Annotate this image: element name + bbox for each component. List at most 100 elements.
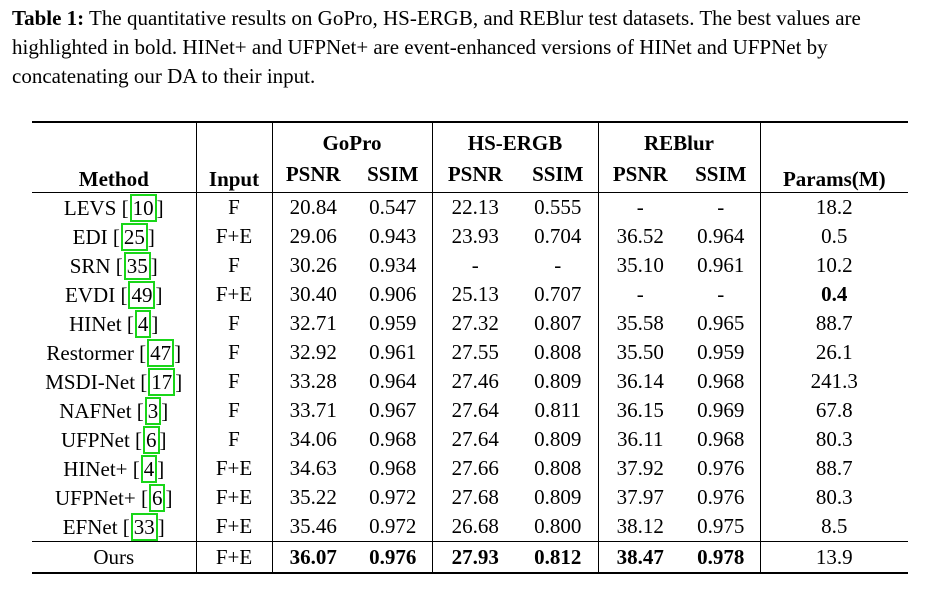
- table-row: UFPNet+ [6] F+E 35.22 0.972 27.68 0.809 37.97 0…: [32, 483, 908, 512]
- gopro-psnr: 29.06: [289, 224, 337, 248]
- params-value: 18.2: [815, 195, 853, 219]
- method-name: UFPNet: [60, 427, 130, 452]
- params-value: 80.3: [815, 427, 853, 451]
- input-type: F+E: [196, 483, 273, 512]
- reblur-psnr: 36.52: [616, 224, 664, 248]
- reblur-psnr: 36.15: [616, 398, 664, 422]
- reblur-ssim: 0.978: [682, 541, 761, 574]
- params-value: 88.7: [815, 456, 853, 480]
- gopro-psnr: 34.63: [289, 456, 337, 480]
- gopro-ssim: 0.968: [354, 425, 433, 454]
- hs-ergb-psnr: -: [471, 253, 479, 277]
- hs-ergb-psnr: 27.93: [432, 541, 518, 574]
- reblur-psnr: 35.10: [616, 253, 664, 277]
- hs-ergb-ssim: 0.800: [518, 512, 599, 542]
- header-ssim: SSIM: [518, 156, 599, 193]
- gopro-ssim: 0.967: [354, 396, 433, 425]
- method-name: EFNet: [62, 514, 118, 539]
- hs-ergb-psnr: 27.68: [451, 485, 499, 509]
- method-name: HINet: [69, 311, 122, 336]
- citation-link[interactable]: 6: [143, 425, 160, 454]
- input-type: F: [196, 251, 273, 280]
- method-name: Restormer: [46, 340, 134, 365]
- gopro-psnr: 33.28: [289, 369, 337, 393]
- reblur-psnr: 37.92: [616, 456, 664, 480]
- table-row: Restormer [47] F 32.92 0.961 27.55 0.808 35.50…: [32, 338, 908, 367]
- citation-link[interactable]: 17: [148, 367, 176, 396]
- citation-link[interactable]: 10: [129, 193, 157, 222]
- citation-link[interactable]: 25: [120, 222, 148, 251]
- method-cell: NAFNet [3]: [32, 396, 197, 425]
- params-value: 13.9: [760, 541, 908, 574]
- params-value: 0.5: [821, 224, 848, 248]
- hs-ergb-ssim: 0.809: [518, 483, 599, 512]
- params-value: 8.5: [760, 512, 908, 542]
- citation-link[interactable]: 47: [147, 338, 175, 367]
- input-type: F+E: [196, 512, 273, 542]
- table-row: EFNet [33] F+E 35.46 0.972 26.68 0.800 38.12 0.…: [32, 512, 908, 542]
- hs-ergb-ssim: 0.808: [518, 338, 599, 367]
- gopro-ssim: 0.934: [354, 251, 433, 280]
- table-row: EVDI [49] F+E 30.40 0.906 25.13 0.707 - - 0.4: [32, 280, 908, 309]
- reblur-ssim: 0.965: [682, 309, 761, 338]
- hs-ergb-psnr: 26.68: [432, 512, 518, 542]
- params-value: 88.7: [815, 311, 853, 335]
- header-ssim: SSIM: [354, 156, 433, 193]
- header-psnr: PSNR: [432, 156, 518, 193]
- hs-ergb-ssim: -: [518, 251, 599, 280]
- citation-link[interactable]: 3: [144, 396, 162, 425]
- hs-ergb-psnr: 22.13: [451, 195, 499, 219]
- gopro-ssim: 0.968: [354, 454, 433, 483]
- input-type: F+E: [196, 222, 273, 251]
- header-method: Method: [32, 121, 197, 193]
- hs-ergb-ssim: 0.807: [518, 309, 599, 338]
- hs-ergb-ssim: 0.707: [518, 280, 599, 309]
- hs-ergb-ssim: 0.811: [518, 396, 599, 425]
- method-name: HINet+: [63, 456, 128, 481]
- method-name: LEVS: [63, 195, 117, 220]
- method-name: Ours: [32, 541, 197, 574]
- caption-text: The quantitative results on GoPro, HS-ER…: [12, 6, 861, 88]
- results-table: Method Input GoPro HS-ERGB REBlur Params…: [32, 121, 908, 574]
- reblur-psnr: 35.58: [616, 311, 664, 335]
- hs-ergb-psnr: 27.46: [451, 369, 499, 393]
- method-name: MSDI-Net: [45, 369, 136, 394]
- reblur-ssim: 0.969: [682, 396, 761, 425]
- header-input: Input: [196, 121, 273, 193]
- gopro-psnr: 34.06: [289, 427, 337, 451]
- reblur-ssim: 0.976: [682, 454, 761, 483]
- citation-link[interactable]: 4: [140, 454, 158, 483]
- header-psnr: PSNR: [598, 156, 682, 193]
- gopro-ssim: 0.943: [354, 222, 433, 251]
- params-value: 0.4: [821, 282, 848, 306]
- method-name: EDI: [72, 224, 108, 249]
- reblur-ssim: 0.975: [682, 512, 761, 542]
- method-cell: MSDI-Net [17]: [32, 367, 197, 396]
- header-psnr: PSNR: [272, 156, 354, 193]
- method-cell: Restormer [47]: [32, 338, 197, 367]
- gopro-ssim: 0.959: [354, 309, 433, 338]
- gopro-psnr: 32.71: [289, 311, 337, 335]
- citation-link[interactable]: 4: [134, 309, 152, 338]
- citation-link[interactable]: 49: [128, 280, 156, 309]
- hs-ergb-psnr: 27.64: [451, 427, 499, 451]
- reblur-psnr: -: [636, 282, 644, 306]
- input-type: F: [196, 396, 273, 425]
- input-type: F: [196, 425, 273, 454]
- citation-link[interactable]: 6: [148, 483, 166, 512]
- reblur-ssim: 0.968: [682, 425, 761, 454]
- citation-link[interactable]: 33: [130, 512, 158, 541]
- gopro-psnr: 33.71: [289, 398, 337, 422]
- header-dataset-reblur: REBlur: [598, 121, 761, 156]
- citation-link[interactable]: 35: [123, 251, 151, 280]
- hs-ergb-ssim: 0.809: [518, 425, 599, 454]
- params-value: 80.3: [815, 485, 853, 509]
- hs-ergb-ssim: 0.555: [518, 192, 599, 222]
- reblur-psnr: -: [636, 195, 644, 219]
- params-value: 26.1: [815, 340, 853, 364]
- input-type: F: [196, 338, 273, 367]
- gopro-ssim: 0.961: [354, 338, 433, 367]
- table-row: UFPNet [6] F 34.06 0.968 27.64 0.809 36.11 0.96…: [32, 425, 908, 454]
- method-name: EVDI: [65, 282, 116, 307]
- reblur-ssim: 0.964: [682, 222, 761, 251]
